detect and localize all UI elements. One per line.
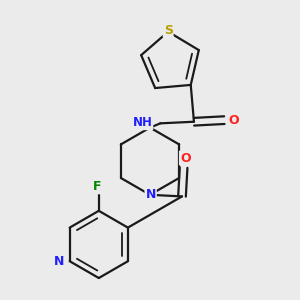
Text: O: O (228, 114, 238, 127)
Text: N: N (54, 255, 64, 268)
Text: O: O (180, 152, 190, 164)
Text: N: N (146, 188, 156, 201)
Text: NH: NH (133, 116, 152, 129)
Text: S: S (164, 24, 173, 37)
Text: F: F (93, 180, 101, 193)
